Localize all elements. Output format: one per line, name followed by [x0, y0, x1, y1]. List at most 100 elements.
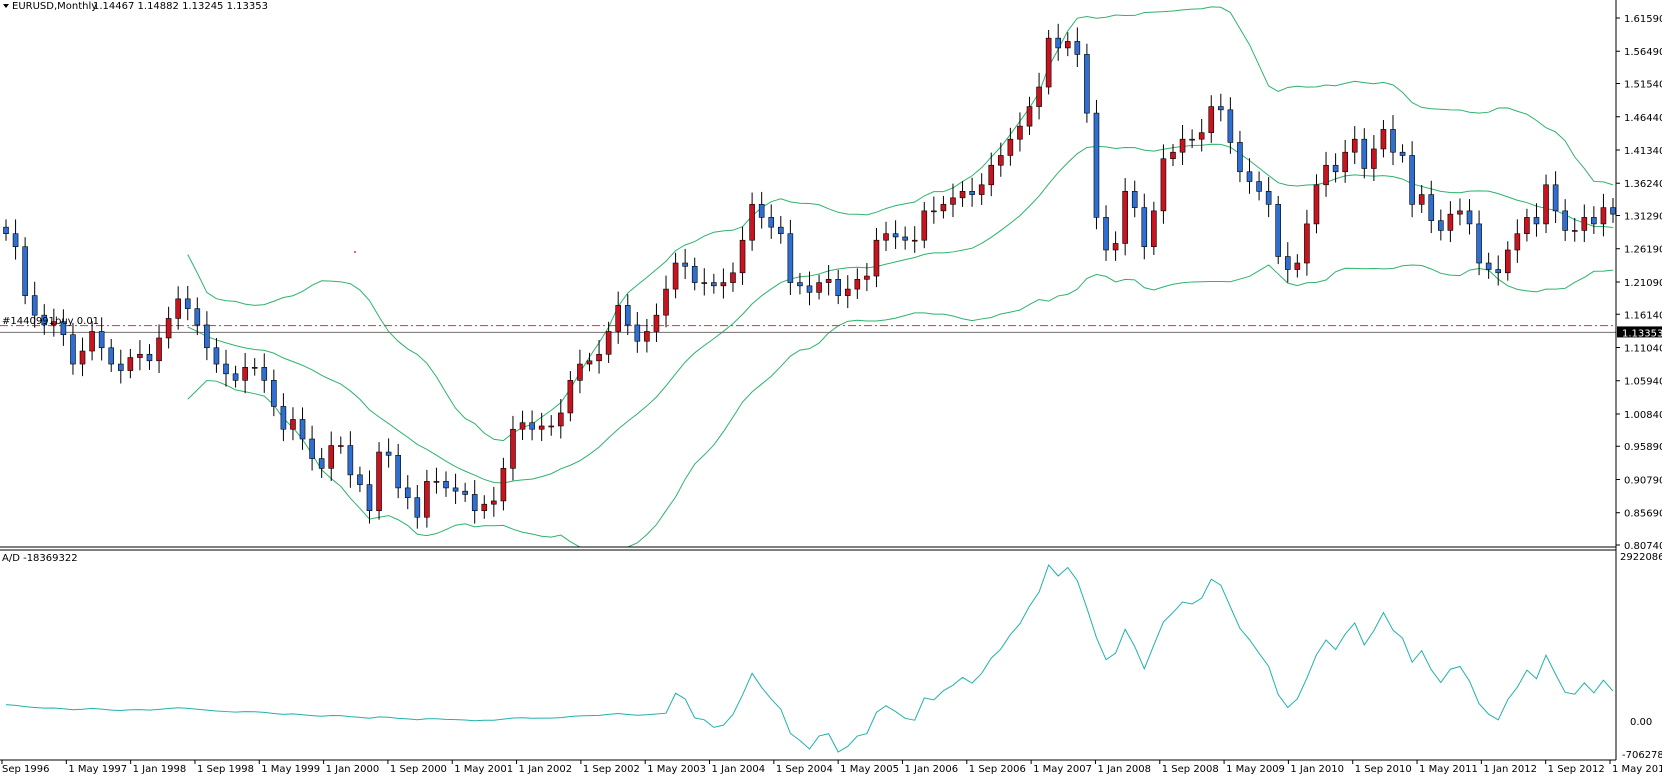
candle-bear [60, 321, 67, 336]
candle-bull [1447, 213, 1454, 231]
candle-bear [12, 233, 19, 248]
candle-bull [1122, 191, 1128, 244]
candle-bull [538, 425, 545, 430]
candle-bull [251, 367, 258, 369]
candle-bear [1562, 210, 1568, 231]
candle-bull [959, 191, 966, 199]
candle-bull [1514, 233, 1521, 251]
candle-bull [1007, 138, 1014, 156]
candle-bull [1371, 148, 1377, 169]
candle-bull [510, 428, 516, 469]
candle-bull [911, 239, 918, 242]
candle-bear [146, 353, 153, 362]
time-tick-label: 1 Jan 2006 [904, 764, 958, 775]
candle-bull [1504, 249, 1511, 274]
current-price-tag: 1.13353 [1617, 326, 1662, 339]
price-tick-label: 1.16140 [1624, 310, 1662, 321]
candle-bull [854, 279, 861, 290]
candle-bull [816, 282, 822, 293]
candle-bear [271, 380, 277, 407]
candle-bull [491, 500, 497, 505]
time-tick-label: 1 Jan 2002 [519, 764, 573, 775]
candle-bull [79, 350, 86, 365]
price-tick-label: 1.46440 [1624, 113, 1662, 124]
candle-bear [902, 236, 908, 241]
candle-bear [309, 438, 315, 459]
price-tick-label: 0.90790 [1624, 475, 1662, 486]
candle-bear [452, 487, 459, 492]
candle-bull [1026, 106, 1033, 127]
time-tick-label: 1 Sep 2000 [390, 764, 447, 775]
candle-bear [462, 490, 468, 495]
candle-bear [806, 285, 813, 293]
time-tick-label: 1 Sep 2008 [1162, 764, 1219, 775]
time-tick-label: 1 May 2013 [1612, 764, 1662, 775]
candle-bear [184, 298, 191, 309]
candle-bear [529, 422, 535, 430]
candle-bull [89, 331, 95, 352]
candle-bull [883, 233, 889, 241]
time-tick-label: 1 Sep 2004 [776, 764, 833, 775]
collapse-triangle-icon[interactable] [3, 4, 9, 8]
candle-bull [605, 331, 612, 355]
candle-bear [682, 262, 688, 267]
candle-bear [299, 419, 306, 440]
candle-bull [1342, 151, 1348, 173]
price-tick-label: 1.31290 [1624, 212, 1662, 223]
candle-bear [1332, 164, 1339, 173]
candle-bull [1313, 184, 1320, 225]
price-tick-label: 1.51540 [1624, 80, 1662, 91]
candle-bear [1428, 194, 1435, 221]
candle-bull [156, 337, 162, 362]
candle-bear [357, 474, 363, 485]
candle-bull [672, 262, 679, 290]
band-middle [187, 143, 1614, 484]
candle-bull [127, 357, 134, 371]
candle-bull [998, 155, 1004, 166]
price-tick-label: 1.11040 [1624, 343, 1662, 354]
candle-bull [1017, 125, 1023, 140]
candle-bear [778, 226, 784, 234]
candle-bear [1141, 207, 1148, 248]
candle-bear [1103, 217, 1109, 251]
price-axis: 1.61590 1.56490 1.51540 1.46440 1.41340 1.362… [1616, 14, 1662, 552]
bollinger-bands [187, 6, 1614, 548]
candle-bear [892, 233, 899, 238]
time-tick-label: 1 May 2007 [1033, 764, 1092, 775]
candle-bull [137, 353, 143, 358]
candle-bull [557, 412, 564, 427]
candle-bull [548, 425, 555, 428]
symbol-title: EURUSD,Monthly [12, 1, 97, 12]
candle-bull [1571, 230, 1578, 232]
price-tick-label: 1.00840 [1624, 410, 1662, 421]
chart-header: EURUSD,Monthly 1.14467 1.14882 1.13245 1… [3, 1, 268, 12]
candle-bull [424, 481, 430, 518]
candle-bear [634, 324, 641, 342]
candle-bull [1600, 207, 1607, 225]
current-price-label: 1.13353 [1622, 328, 1662, 339]
candle-bear [1610, 207, 1616, 215]
time-tick-label: 1 May 2005 [840, 764, 899, 775]
ad-axis-zero: 0.00 [1630, 717, 1652, 728]
candle-bear [768, 217, 775, 228]
price-tick-label: 1.05940 [1624, 377, 1662, 388]
candle-bull [51, 321, 57, 326]
candle-bear [318, 458, 325, 469]
candle-bear [1409, 155, 1415, 205]
candle-bull [596, 353, 602, 362]
candlesticks [3, 23, 1616, 529]
candle-bull [1351, 138, 1358, 153]
candle-bull [1179, 138, 1186, 153]
candle-bull [978, 184, 985, 195]
candle-bull [873, 239, 880, 277]
price-tick-label: 1.61590 [1624, 14, 1662, 25]
candle-bull [720, 282, 727, 287]
time-tick-label: 1 Jan 2010 [1290, 764, 1344, 775]
time-tick-label: 1 Jan 1998 [133, 764, 187, 775]
candle-bull [825, 279, 832, 283]
price-tick-label: 0.85690 [1624, 509, 1662, 520]
candle-bull [481, 503, 488, 512]
candle-bull [644, 331, 650, 342]
